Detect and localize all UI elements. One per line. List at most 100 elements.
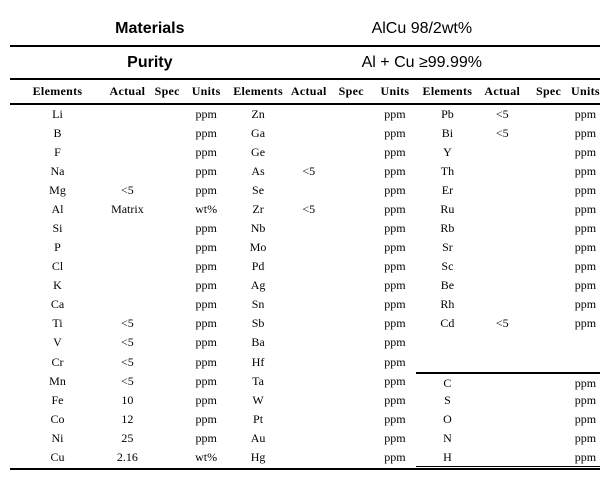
units-cell: ppm <box>574 392 597 407</box>
spec-value-cell <box>329 353 373 372</box>
spec-value-cell <box>329 276 373 295</box>
actual-value-cell <box>478 219 526 238</box>
actual-value-cell <box>478 276 526 295</box>
actual-value-cell <box>288 105 329 124</box>
actual-value-cell <box>478 238 526 257</box>
actual-value-cell <box>288 429 329 448</box>
units-cell: ppm <box>574 220 597 235</box>
actual-value-cell <box>288 181 329 200</box>
spec-value-cell <box>150 391 185 410</box>
materials-value: AlCu 98/2wt% <box>371 20 473 38</box>
units-cell: ppm <box>384 449 406 464</box>
actual-value-cell <box>478 333 526 352</box>
actual-value-cell: 10 <box>121 392 134 407</box>
element-symbol-cell: Ga <box>251 125 266 140</box>
actual-value-cell <box>478 448 527 467</box>
spec-value-cell <box>329 143 373 162</box>
element-symbol-cell: V <box>53 335 62 350</box>
spec-value-cell <box>526 448 571 467</box>
spec-value-cell <box>329 372 373 391</box>
units-cell: ppm <box>195 144 217 159</box>
spec-value-cell <box>526 181 571 200</box>
element-symbol-cell: C <box>416 371 479 391</box>
actual-value-cell <box>288 410 329 429</box>
element-symbol-cell: Rb <box>440 220 455 235</box>
units-cell: ppm <box>574 144 597 159</box>
element-symbol-cell: Ru <box>440 201 455 216</box>
element-symbol-cell: Ge <box>251 144 266 159</box>
column-header-actual: Actual <box>109 84 146 99</box>
spec-value-cell <box>526 162 571 181</box>
element-symbol-cell: O <box>443 411 452 426</box>
units-cell: ppm <box>574 278 597 293</box>
actual-value-cell <box>288 448 329 467</box>
spec-value-cell <box>526 276 571 295</box>
element-symbol-cell: Hg <box>250 449 266 464</box>
spec-value-cell <box>526 295 571 314</box>
spec-value-cell <box>329 238 373 257</box>
spec-value-cell <box>150 295 185 314</box>
materials-row: Materials AlCu 98/2wt% <box>10 0 600 47</box>
column-header-units: Units <box>191 84 221 99</box>
spec-value-cell <box>329 391 373 410</box>
units-cell: ppm <box>195 106 217 121</box>
element-symbol-cell: Cr <box>51 354 64 369</box>
element-symbol-cell: Nb <box>250 220 266 235</box>
column-header-actual: Actual <box>290 84 327 99</box>
spec-value-cell <box>150 276 185 295</box>
spec-value-cell <box>150 219 185 238</box>
units-cell: ppm <box>195 392 217 407</box>
element-symbol-cell: Se <box>252 182 265 197</box>
spec-value-cell <box>526 238 571 257</box>
purity-label: Purity <box>127 53 173 71</box>
actual-value-cell <box>288 257 329 276</box>
actual-value-cell <box>288 391 329 410</box>
actual-value-cell: <5 <box>495 125 509 140</box>
purity-table: Materials AlCu 98/2wt% Purity Al + Cu ≥9… <box>10 0 600 470</box>
element-symbol-cell: Cl <box>51 259 64 274</box>
element-symbol-cell: Ca <box>50 297 65 312</box>
element-symbol-cell: Pd <box>251 259 265 274</box>
element-symbol-cell: Sb <box>251 316 265 331</box>
spec-value-cell <box>329 219 373 238</box>
spec-value-cell <box>526 429 571 448</box>
actual-value-cell <box>288 295 329 314</box>
units-cell: ppm <box>384 354 406 369</box>
element-symbol-cell: H <box>416 448 479 467</box>
actual-value-cell <box>288 143 329 162</box>
element-symbol-cell: Th <box>440 163 455 178</box>
element-symbol-cell: Li <box>52 106 63 121</box>
spec-value-cell <box>329 314 373 333</box>
spec-value-cell <box>329 105 373 124</box>
element-symbol-cell: Y <box>443 144 452 159</box>
spec-value-cell <box>329 181 373 200</box>
element-symbol-cell: P <box>54 240 61 255</box>
element-symbol-cell: Ba <box>251 335 265 350</box>
spec-value-cell <box>526 410 571 429</box>
element-symbol-cell: Sn <box>251 297 265 312</box>
spec-value-cell <box>526 219 571 238</box>
units-cell: ppm <box>384 259 406 274</box>
units-cell: ppm <box>574 430 597 445</box>
spec-value-cell <box>150 181 185 200</box>
actual-value-cell <box>478 200 526 219</box>
actual-value-cell: <5 <box>121 316 134 331</box>
spec-value-cell <box>526 391 571 410</box>
units-cell: ppm <box>384 163 406 178</box>
spec-value-cell <box>150 162 185 181</box>
column-header-units: Units <box>571 84 600 99</box>
units-cell: ppm <box>574 106 597 121</box>
element-symbol-cell: Bi <box>441 125 454 140</box>
element-symbol-cell: Al <box>51 201 64 216</box>
actual-value-cell: <5 <box>495 106 509 121</box>
element-symbol-cell: F <box>54 144 61 159</box>
element-symbol-cell: Pb <box>441 106 454 121</box>
units-cell: ppm <box>195 278 217 293</box>
spec-value-cell <box>329 200 373 219</box>
element-symbol-cell: As <box>251 163 265 178</box>
actual-value-cell <box>478 295 526 314</box>
element-symbol-cell <box>416 353 478 372</box>
spec-value-cell <box>150 200 185 219</box>
